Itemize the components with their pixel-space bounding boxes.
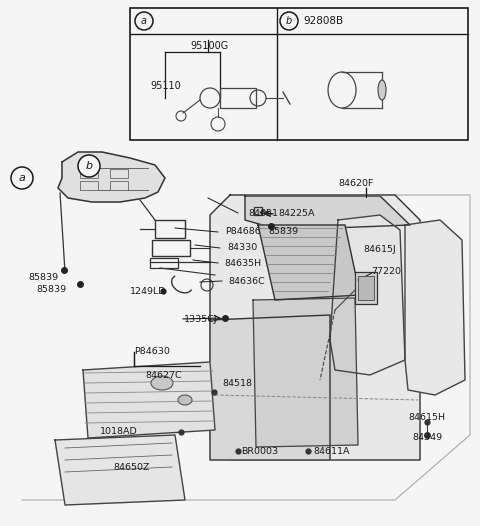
Text: 84620F: 84620F [338, 178, 373, 187]
Bar [80, 169, 98, 178]
Bar [110, 181, 128, 190]
Bar [80, 181, 98, 190]
Text: 84627C: 84627C [145, 370, 181, 379]
Text: 84636C: 84636C [228, 277, 265, 286]
Text: a: a [141, 16, 147, 26]
Text: b: b [286, 16, 292, 26]
Bar [152, 240, 190, 256]
Circle shape [280, 12, 298, 30]
Bar [110, 169, 128, 178]
Text: P84630: P84630 [134, 348, 170, 357]
Bar [358, 276, 374, 300]
Text: 84518: 84518 [222, 379, 252, 388]
Text: 84611A: 84611A [313, 448, 349, 457]
Bar [130, 8, 468, 140]
Ellipse shape [151, 376, 173, 390]
Polygon shape [55, 435, 185, 505]
Polygon shape [330, 215, 405, 375]
Bar [150, 258, 178, 268]
Text: 1018AD: 1018AD [100, 428, 138, 437]
Text: 85839: 85839 [28, 272, 58, 281]
Text: 84225A: 84225A [278, 209, 314, 218]
Text: b: b [85, 161, 93, 171]
Ellipse shape [178, 395, 192, 405]
Text: 95100G: 95100G [190, 41, 228, 51]
Bar [155, 220, 185, 238]
Text: 1335CJ: 1335CJ [184, 315, 217, 323]
Text: 84650Z: 84650Z [113, 462, 149, 471]
Text: 84635H: 84635H [224, 259, 261, 268]
Text: 92808B: 92808B [303, 16, 343, 26]
Text: BR0003: BR0003 [241, 448, 278, 457]
Text: a: a [19, 173, 25, 183]
Ellipse shape [378, 80, 386, 100]
Text: 95110: 95110 [150, 81, 181, 91]
Polygon shape [58, 152, 165, 202]
Text: P84686: P84686 [225, 228, 261, 237]
Circle shape [78, 155, 100, 177]
Text: 84651: 84651 [248, 208, 278, 217]
Polygon shape [210, 195, 420, 460]
Polygon shape [210, 315, 330, 460]
Polygon shape [258, 225, 360, 300]
Text: 84615J: 84615J [363, 246, 396, 255]
Polygon shape [245, 196, 410, 230]
Text: 85839: 85839 [36, 286, 66, 295]
Bar [220, 88, 256, 108]
Text: 1249LD: 1249LD [130, 287, 167, 296]
Bar [355, 272, 377, 304]
Text: 85839: 85839 [268, 228, 298, 237]
Circle shape [135, 12, 153, 30]
Text: 84349: 84349 [412, 432, 442, 441]
Bar [254, 207, 262, 215]
Circle shape [11, 167, 33, 189]
Polygon shape [405, 220, 465, 395]
Polygon shape [253, 298, 358, 447]
Text: 84615H: 84615H [408, 413, 445, 422]
Polygon shape [83, 362, 215, 438]
Text: 84330: 84330 [227, 244, 257, 252]
Text: 77220: 77220 [371, 268, 401, 277]
